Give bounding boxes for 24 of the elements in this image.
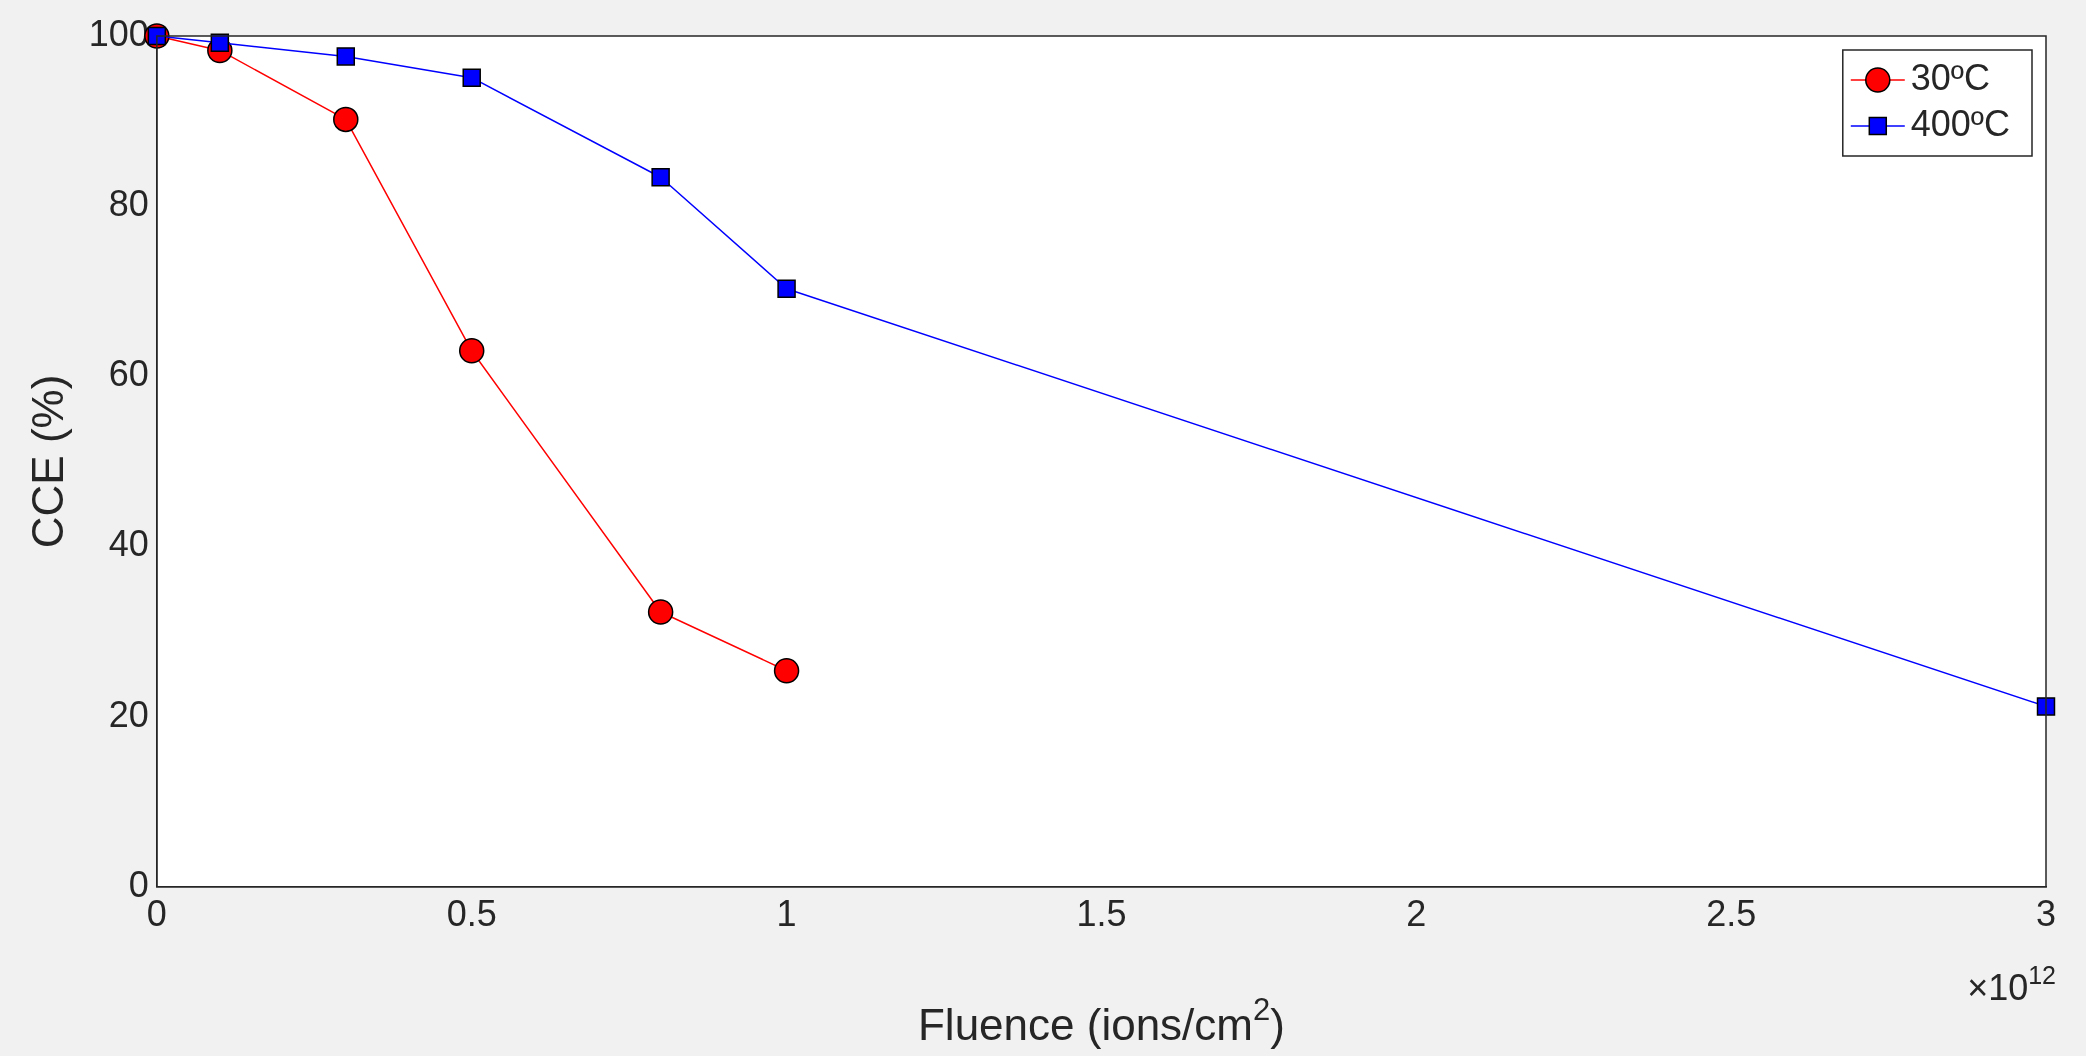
y-tick-label: 40 — [108, 523, 149, 565]
y-tick-label: 100 — [88, 12, 149, 54]
x-tick-label: 0.5 — [446, 893, 497, 935]
x-tick-label: 1 — [776, 893, 797, 935]
point — [336, 47, 356, 66]
point — [651, 168, 670, 187]
y-tick-label: 0 — [128, 863, 149, 905]
point — [773, 657, 800, 684]
y-tick-label: 80 — [108, 183, 149, 225]
y-tick-label: 20 — [108, 693, 149, 735]
point — [777, 279, 796, 298]
point — [647, 599, 674, 625]
point — [462, 68, 481, 87]
point — [2036, 697, 2056, 716]
x-tick-label: 3 — [2035, 893, 2057, 935]
y-axis-title: CCE (%) — [22, 374, 72, 549]
x-tick-label: 2 — [1406, 893, 1427, 935]
x-tick-label: 2.5 — [1706, 893, 1757, 935]
x-tick-label: 1.5 — [1076, 893, 1127, 935]
point — [333, 106, 359, 133]
legend-label: 30ºC — [1910, 56, 1990, 98]
point — [458, 338, 485, 364]
legend-label: 400ºC — [1910, 102, 2011, 144]
y-tick-label: 60 — [108, 353, 149, 395]
